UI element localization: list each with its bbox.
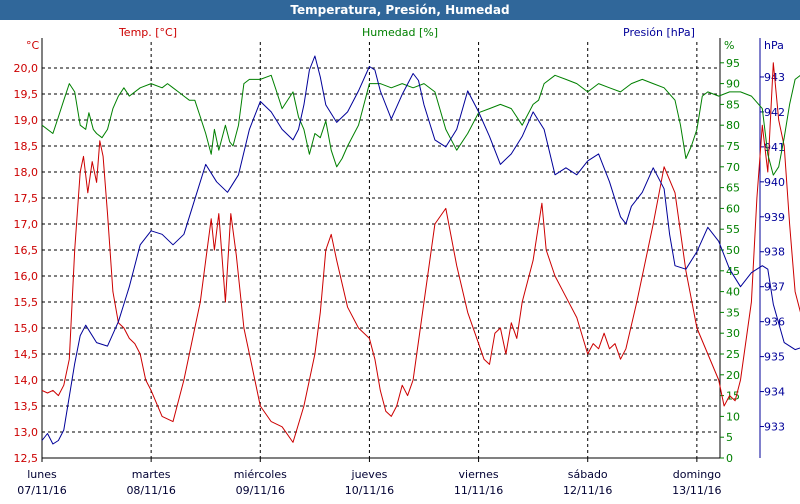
- humidity-tick-label: 65: [726, 182, 740, 195]
- pressure-tick-label: 942: [764, 106, 785, 119]
- humidity-tick-label: 75: [726, 140, 740, 153]
- temp-tick-label: 18,0: [14, 166, 39, 179]
- pressure-tick-label: 939: [764, 211, 785, 224]
- x-tick-day-label: jueves: [351, 468, 388, 481]
- temp-tick-label: 14,0: [14, 374, 39, 387]
- humidity-tick-label: 40: [726, 286, 740, 299]
- pressure-tick-label: 934: [764, 386, 785, 399]
- temp-tick-label: 20,0: [14, 62, 39, 75]
- temp-tick-label: 17,5: [14, 192, 39, 205]
- temp-tick-label: 13,5: [14, 400, 39, 413]
- humidity-tick-label: 20: [726, 369, 740, 382]
- series-layer: [41, 55, 800, 445]
- humidity-tick-label: 95: [726, 57, 740, 70]
- title-bar: [0, 0, 800, 20]
- x-tick-day-label: sábado: [568, 468, 608, 481]
- humidity-tick-label: 55: [726, 223, 740, 236]
- x-tick-day-label: martes: [132, 468, 171, 481]
- humidity-unit-label: %: [724, 39, 734, 52]
- pressure-unit-label: hPa: [764, 39, 784, 52]
- pressure-tick-label: 935: [764, 351, 785, 364]
- x-tick-date-label: 07/11/16: [17, 484, 66, 497]
- series-line-pres: [41, 55, 800, 445]
- temp-tick-label: 17,0: [14, 218, 39, 231]
- pressure-tick-label: 936: [764, 316, 785, 329]
- pressure-tick-label: 938: [764, 246, 785, 259]
- x-tick-day-label: lunes: [27, 468, 57, 481]
- temp-tick-label: 18,5: [14, 140, 39, 153]
- axis-labels: 12,5 13,0 13,5 14,0 14,5 15,0 15,5 16,0 16,5 17,0…: [14, 26, 786, 497]
- humidity-tick-label: 50: [726, 244, 740, 257]
- humidity-tick-label: 10: [726, 410, 740, 423]
- temp-tick-label: 16,5: [14, 244, 39, 257]
- x-tick-date-label: 12/11/16: [563, 484, 612, 497]
- humidity-tick-label: 90: [726, 78, 740, 91]
- humidity-tick-label: 70: [726, 161, 740, 174]
- temp-tick-label: 14,5: [14, 348, 39, 361]
- temp-tick-label: 19,0: [14, 114, 39, 127]
- humidity-tick-label: 30: [726, 327, 740, 340]
- temp-axis-title: Temp. [°C]: [118, 26, 177, 39]
- chart-title: Temperatura, Presión, Humedad: [290, 3, 509, 17]
- temp-tick-label: 15,0: [14, 322, 39, 335]
- pressure-tick-label: 933: [764, 421, 785, 434]
- series-line-hum: [41, 74, 800, 176]
- temp-tick-label: 12,5: [14, 452, 39, 465]
- humidity-tick-label: 85: [726, 98, 740, 111]
- x-tick-date-label: 09/11/16: [236, 484, 285, 497]
- temp-tick-label: 13,0: [14, 426, 39, 439]
- pressure-axis-title: Presión [hPa]: [623, 26, 695, 39]
- pressure-tick-label: 937: [764, 281, 785, 294]
- temp-tick-label: 16,0: [14, 270, 39, 283]
- x-tick-date-label: 08/11/16: [126, 484, 175, 497]
- temp-tick-label: 19,5: [14, 88, 39, 101]
- humidity-tick-label: 15: [726, 390, 740, 403]
- x-tick-date-label: 13/11/16: [672, 484, 721, 497]
- x-tick-date-label: 10/11/16: [345, 484, 394, 497]
- humidity-tick-label: 25: [726, 348, 740, 361]
- x-tick-day-label: miércoles: [234, 468, 287, 481]
- temp-unit-label: °C: [26, 39, 40, 52]
- humidity-tick-label: 0: [726, 452, 733, 465]
- pressure-tick-label: 940: [764, 176, 785, 189]
- humidity-tick-label: 45: [726, 265, 740, 278]
- series-line-temp: [41, 62, 800, 443]
- humidity-tick-label: 5: [726, 431, 733, 444]
- humidity-tick-label: 35: [726, 306, 740, 319]
- x-tick-date-label: 11/11/16: [454, 484, 503, 497]
- humidity-tick-label: 60: [726, 202, 740, 215]
- humidity-tick-label: 80: [726, 119, 740, 132]
- x-tick-day-label: domingo: [673, 468, 721, 481]
- temp-tick-label: 15,5: [14, 296, 39, 309]
- humidity-axis-title: Humedad [%]: [362, 26, 438, 39]
- x-tick-day-label: viernes: [459, 468, 499, 481]
- grid: [41, 38, 764, 462]
